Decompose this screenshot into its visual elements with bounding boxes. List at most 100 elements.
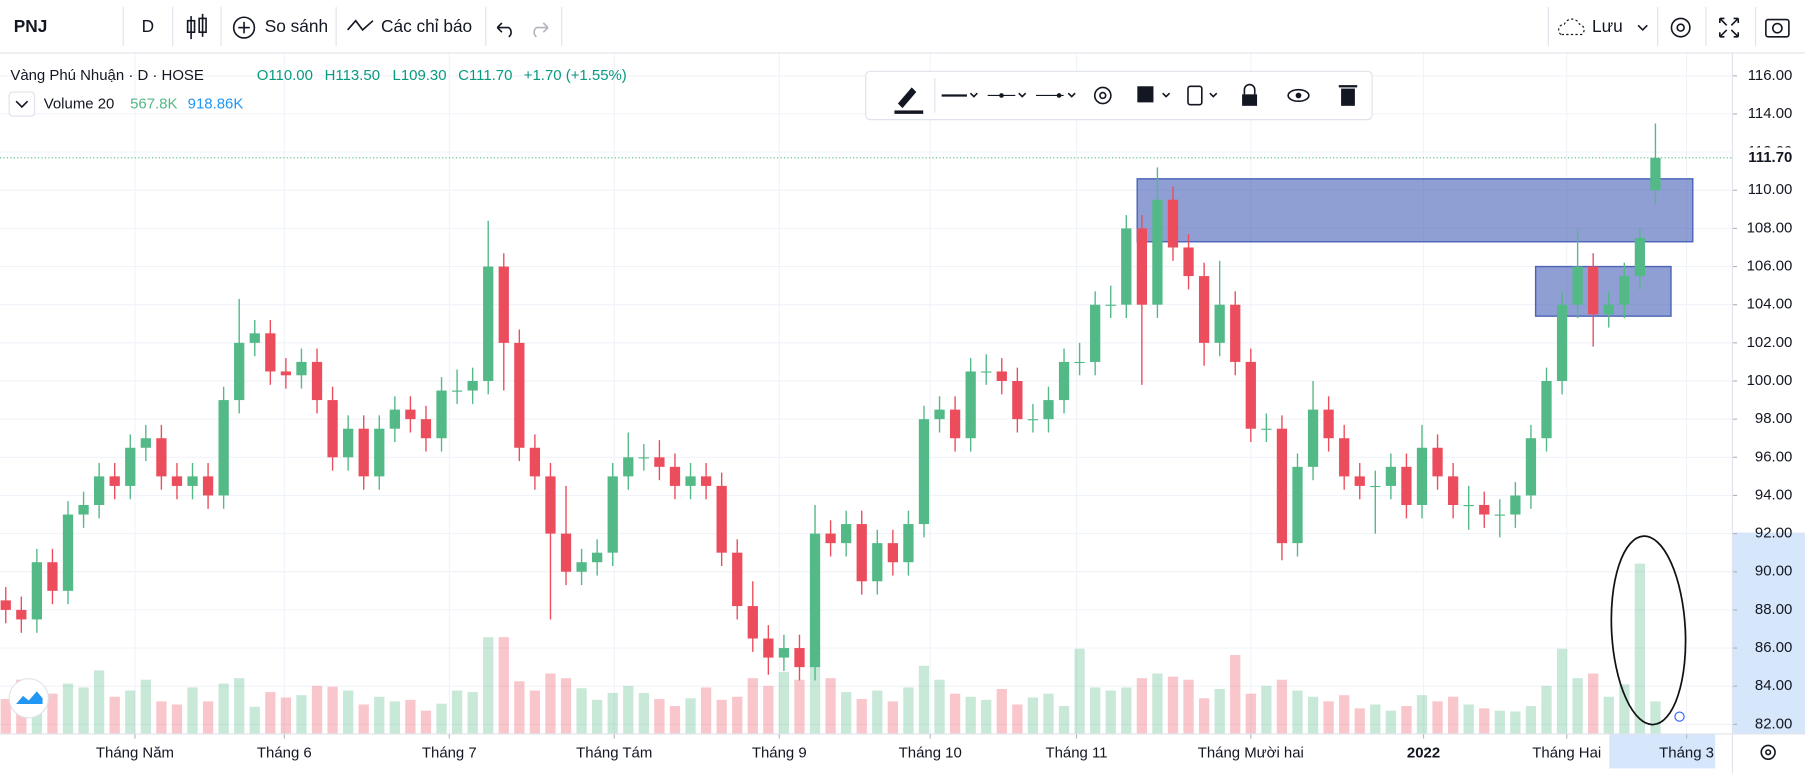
candle-body [747,606,758,639]
candle-body [47,562,58,591]
y-tick-label: 94.00 [1755,486,1792,503]
symbol[interactable]: PNJ [14,16,48,36]
save-icon[interactable] [1558,18,1585,36]
zone-box [1534,265,1672,317]
candle-body [1650,157,1661,191]
save-dropdown[interactable] [1637,24,1648,32]
time-highlight [1609,733,1716,769]
candle-body [358,428,369,477]
volume-bar [903,687,914,734]
candle-body [654,457,665,467]
background-tool[interactable] [1137,86,1154,103]
candle-body [249,333,260,343]
chart-style-button[interactable] [186,13,207,40]
y-tick-label: 98.00 [1755,410,1792,427]
volume-bar [1556,648,1568,734]
volume-ma-value: 918.86K [188,96,244,113]
settings-corner[interactable] [1760,744,1776,761]
volume-bar [841,692,852,734]
volume-bar [1619,684,1630,734]
volume-bar [62,683,74,734]
volume-bar [1276,679,1288,734]
volume-bar [1090,687,1101,734]
volume-bar [1043,693,1054,734]
compare-icon[interactable] [232,16,256,39]
compare-button[interactable]: So sánh [265,16,328,36]
candle-body [265,333,276,372]
volume-bar [576,688,587,734]
volume-bar [763,685,774,734]
volume-bar [1416,695,1428,734]
delete[interactable] [1341,88,1355,106]
settings[interactable] [1670,17,1691,38]
undo[interactable] [496,22,512,38]
volume-bar [545,673,556,734]
save-button[interactable]: Lưu [1592,16,1623,36]
candle-body [545,476,556,534]
volume-bar [1494,710,1505,734]
volume-bar [700,687,712,734]
axes: 82.00 84.00 86.00 88.00 90.00 92.00 94.00 96.00… [0,67,1805,761]
volume-bar [1323,701,1334,734]
volume-bar [78,687,89,734]
redo[interactable] [533,22,549,38]
volume-bar [1105,690,1116,734]
candle-body [872,543,883,582]
candle-body [809,533,821,668]
color-tool[interactable] [897,87,917,109]
y-tick-label: 82.00 [1755,715,1792,732]
candle-body [934,409,945,420]
volume-bar [887,701,898,734]
candle-body [374,428,385,477]
volume-bar [592,699,603,734]
lock[interactable] [1242,94,1258,106]
visibility[interactable] [1287,88,1310,103]
last-price-label: 111.70 [1748,149,1792,166]
candle-body [918,419,930,525]
candle-body [156,438,167,477]
volume-bar [0,699,11,734]
clone-tool[interactable] [1187,85,1203,106]
candle-body [311,361,323,401]
volume-bar [311,685,323,734]
volume-bar [187,687,198,734]
y-tick-label: 90.00 [1755,563,1792,580]
legend-toggle-icon [15,100,29,109]
candle-body [856,524,867,582]
candle-body [1510,495,1521,515]
y-tick-label: 104.00 [1747,296,1793,313]
legend-toggle[interactable] [8,91,36,117]
volume-bar [934,679,945,734]
drawing-settings[interactable] [1093,86,1112,105]
candle-body [965,371,976,439]
volume-bar [1183,679,1194,734]
candle-body [296,361,307,376]
volume-bar [483,637,494,734]
interval[interactable]: D [142,16,154,36]
volume-bar [1230,654,1241,734]
axis-highlight [1732,532,1805,734]
candle-body [451,390,463,392]
candle-body [794,648,805,668]
indicators-button[interactable]: Các chỉ báo [381,16,472,36]
last-price-tag [1732,147,1805,169]
candle-body [16,609,27,620]
logo[interactable] [8,678,49,719]
fullscreen[interactable] [1719,17,1740,38]
indicators-icon[interactable] [347,19,374,32]
volume-bar [1245,693,1256,734]
volume-bar [47,693,58,734]
volume-bar [140,679,151,734]
screenshot[interactable] [1765,18,1790,38]
y-tick-label: 106.00 [1747,258,1793,275]
candle-body [467,381,478,391]
volume-bar [949,693,961,734]
candle-body [716,485,727,553]
volume-bar [218,683,229,734]
volume-bar [358,704,369,734]
candle-body [1121,228,1132,305]
candle-body [1463,504,1474,507]
grid [0,52,1733,734]
